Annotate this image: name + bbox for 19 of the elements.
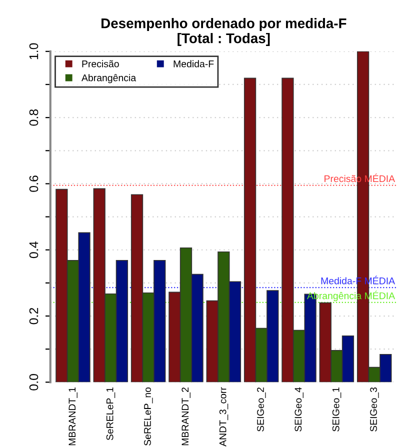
x-tick-label: SEIGeo_3 <box>370 387 379 432</box>
y-tick-label: 0.2 <box>29 308 38 324</box>
y-tick-label: 0.6 <box>29 176 38 192</box>
x-tick-label: SEIGeo_2 <box>257 388 266 432</box>
y-tick-label: 0.4 <box>29 242 38 258</box>
y-tick-label: 0.8 <box>29 109 38 126</box>
x-tick-label: SEIGeo_4 <box>294 387 304 432</box>
y-tick-label: 1.0 <box>29 43 38 60</box>
x-tick-label: SeRELeP_no <box>144 387 153 446</box>
chart-title: Desempenho ordenado por medida-F [Total : Todas] <box>102 18 346 46</box>
legend-label: Precisão <box>82 60 119 68</box>
legend-label: Medida-F <box>174 60 214 68</box>
x-tick-label: MBRANDT_2 <box>182 388 190 446</box>
x-tick-label: MBRANDT_1 <box>68 388 78 446</box>
legend-label: Abrangência <box>82 74 136 84</box>
x-tick-label: SeRELeP_1 <box>106 388 116 440</box>
x-tick-label: SEIGeo_1 <box>332 388 342 432</box>
y-tick-label: 0.0 <box>29 374 38 390</box>
x-tick-label: ANDT_3_corr <box>219 387 228 446</box>
